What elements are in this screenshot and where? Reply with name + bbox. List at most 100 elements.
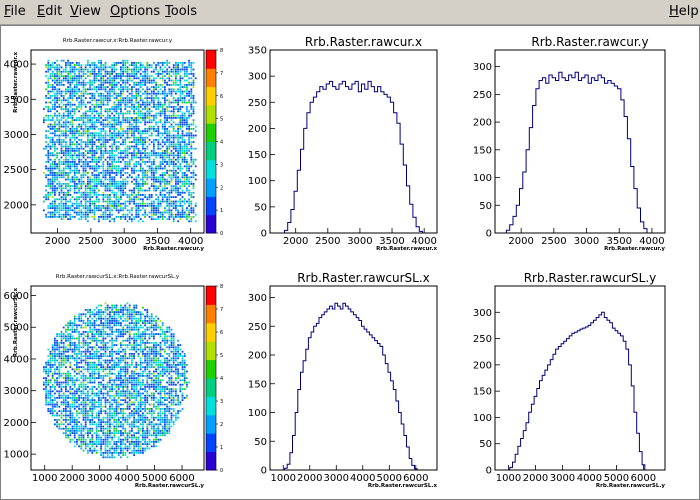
- histogram-rawcur-y[interactable]: Rrb.Raster.rawcur.y050100150200250300200…: [465, 26, 699, 262]
- heatmap-cell: [111, 357, 113, 360]
- heatmap-cell: [133, 97, 135, 99]
- heatmap-cell: [175, 163, 177, 165]
- heatmap-cell: [76, 136, 78, 139]
- heatmap-cell: [115, 117, 118, 119]
- heatmap-cell: [166, 337, 168, 340]
- heatmap-cell: [146, 174, 149, 176]
- heatmap-cell: [113, 311, 116, 313]
- heatmap-cell: [161, 134, 164, 137]
- heatmap-cell: [102, 79, 105, 82]
- heatmap-cell: [133, 66, 135, 69]
- heatmap-cell: [76, 90, 78, 93]
- heatmap-cell: [87, 187, 89, 190]
- heatmap-cell: [133, 346, 135, 349]
- heatmap-cell: [78, 66, 80, 69]
- histogram-rawcur-x[interactable]: Rrb.Raster.rawcur.x050100150200250300350…: [233, 26, 465, 262]
- heatmap-cell: [93, 216, 96, 218]
- heatmap-cell: [54, 163, 56, 165]
- heatmap-cell: [91, 167, 94, 170]
- heatmap-cell: [51, 152, 54, 154]
- heatmap-cell: [78, 350, 80, 353]
- heatmap-cell: [82, 194, 85, 196]
- heatmap-cell: [137, 114, 140, 117]
- heatmap-cell: [157, 64, 160, 66]
- heatmap-cell: [128, 216, 131, 218]
- heatmap-cell: [190, 64, 193, 66]
- heatmap-cell: [166, 342, 168, 344]
- heatmap-cell: [82, 331, 85, 333]
- menu-options[interactable]: Options: [110, 4, 161, 19]
- heatmap-cell: [192, 73, 195, 75]
- heatmap-cell: [161, 84, 164, 86]
- heatmap-cell: [95, 163, 98, 165]
- heatmap-cell: [181, 366, 184, 368]
- heatmap-cell: [89, 375, 91, 377]
- heatmap-cell: [45, 70, 47, 73]
- heatmap-cell: [186, 158, 188, 161]
- menu-file[interactable]: File: [4, 4, 26, 19]
- heatmap-cell: [150, 128, 153, 130]
- heatmap-cell: [126, 75, 129, 77]
- heatmap-rawcurSL[interactable]: Rrb.Raster.rawcurSL.x:Rrb.Raster.rawcurS…: [1, 262, 233, 499]
- heatmap-cell: [102, 331, 105, 333]
- heatmap-cell: [113, 320, 116, 322]
- heatmap-cell: [47, 64, 50, 66]
- heatmap-cell: [181, 90, 184, 93]
- heatmap-cell: [150, 86, 153, 88]
- heatmap-cell: [49, 147, 52, 150]
- heatmap-cell: [102, 165, 105, 168]
- heatmap-cell: [157, 218, 160, 220]
- heatmap-cell: [131, 103, 133, 106]
- menu-help[interactable]: Help: [669, 4, 699, 19]
- heatmap-cell: [155, 154, 157, 157]
- heatmap-cell: [111, 88, 113, 91]
- heatmap-cell: [47, 119, 50, 121]
- heatmap-cell: [56, 211, 58, 214]
- heatmap-rawcur[interactable]: Rrb.Raster.rawcur.x:Rrb.Raster.rawcur.y0…: [1, 26, 233, 262]
- heatmap-cell: [190, 77, 193, 80]
- heatmap-cell: [188, 77, 190, 80]
- menu-edit[interactable]: Edit: [37, 4, 63, 19]
- heatmap-cell: [95, 101, 98, 104]
- heatmap-cell: [69, 324, 72, 327]
- heatmap-cell: [95, 183, 98, 185]
- heatmap-cell: [102, 328, 105, 331]
- heatmap-cell: [120, 346, 122, 349]
- heatmap-cell: [179, 205, 182, 207]
- heatmap-cell: [78, 348, 80, 351]
- heatmap-cell: [135, 117, 138, 119]
- heatmap-cell: [155, 218, 157, 220]
- heatmap-cell: [164, 75, 166, 77]
- menu-tools[interactable]: Tools: [165, 4, 198, 19]
- heatmap-cell: [76, 119, 78, 121]
- heatmap-cell: [117, 335, 120, 338]
- heatmap-cell: [153, 70, 155, 73]
- heatmap-cell: [82, 172, 85, 174]
- heatmap-cell: [115, 198, 118, 201]
- heatmap-cell: [181, 216, 184, 218]
- heatmap-cell: [65, 75, 67, 77]
- heatmap-cell: [47, 90, 50, 93]
- x-tick-label: 2000: [45, 236, 70, 247]
- heatmap-cell: [102, 191, 105, 194]
- heatmap-cell: [135, 112, 138, 115]
- heatmap-cell: [155, 348, 157, 351]
- heatmap-cell: [183, 180, 186, 183]
- heatmap-cell: [69, 77, 72, 80]
- heatmap-cell: [62, 357, 65, 360]
- heatmap-cell: [106, 112, 109, 115]
- root-canvas[interactable]: Rrb.Raster.rawcur.x:Rrb.Raster.rawcur.y 0…: [0, 25, 700, 500]
- heatmap-cell: [157, 106, 160, 108]
- heatmap-cell: [120, 66, 122, 69]
- heatmap-cell: [89, 161, 91, 163]
- heatmap-cell: [115, 361, 118, 364]
- heatmap-cell: [170, 335, 173, 338]
- menu-view[interactable]: View: [70, 4, 101, 19]
- heatmap-cell: [170, 350, 173, 353]
- heatmap-cell: [172, 185, 175, 187]
- heatmap-cell: [183, 150, 186, 152]
- heatmap-cell: [87, 128, 89, 130]
- heatmap-cell: [155, 189, 157, 192]
- heatmap-cell: [168, 344, 171, 346]
- heatmap-cell: [131, 344, 133, 346]
